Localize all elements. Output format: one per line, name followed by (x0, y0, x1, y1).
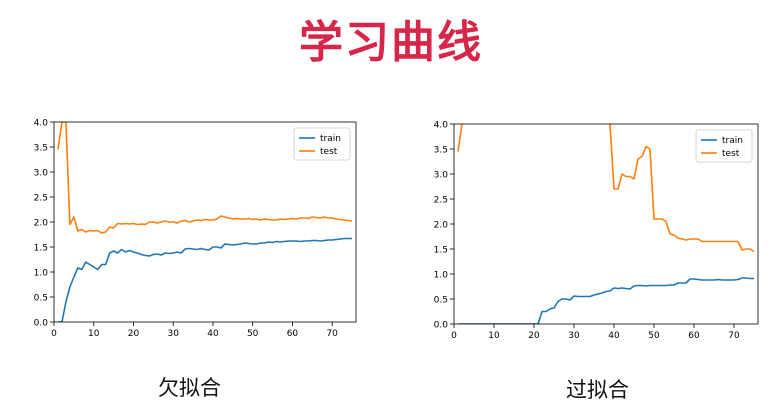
x-tick-label: 10 (88, 329, 100, 339)
y-tick-label: 0.0 (34, 319, 49, 329)
y-tick-label: 2.5 (34, 194, 48, 204)
underfit-chart: 0.0 0.5 1.0 1.5 2.0 2.5 3.0 3.5 4.0 0 10 20 30 40 50 60… (34, 119, 357, 339)
y-tick-label: 1.0 (434, 271, 449, 281)
x-tick-label: 50 (247, 329, 259, 339)
y-tick-label: 3.5 (34, 144, 48, 154)
legend-label-test: test (722, 149, 740, 159)
x-tick-label: 20 (128, 329, 140, 339)
legend-label-train: train (320, 134, 341, 144)
series-line-test (457, 124, 755, 253)
y-tick-label: 3.0 (34, 169, 49, 179)
x-tick-label: 50 (648, 331, 660, 341)
x-tick-label: 0 (451, 331, 457, 341)
y-tick-label: 2.5 (434, 196, 448, 206)
y-tick-label: 4.0 (434, 121, 449, 131)
series-line-test (57, 122, 353, 234)
y-tick-label: 1.5 (34, 244, 48, 254)
overfit-caption: 过拟合 (566, 378, 629, 402)
x-tick-label: 40 (207, 329, 219, 339)
overfit-chart: 0.0 0.5 1.0 1.5 2.0 2.5 3.0 3.5 4.0 0 10 20 30 40 50 60… (434, 121, 759, 341)
x-tick-label: 60 (287, 329, 299, 339)
underfit-caption: 欠拟合 (158, 376, 221, 400)
series-line-train (57, 237, 353, 322)
y-tick-label: 0.0 (434, 321, 449, 331)
y-tick-label: 0.5 (34, 294, 48, 304)
legend-label-test: test (320, 147, 338, 157)
legend: train test (695, 129, 753, 163)
x-tick-label: 30 (167, 329, 179, 339)
y-tick-label: 3.5 (434, 146, 448, 156)
series-line-train (458, 277, 754, 324)
x-tick-label: 70 (326, 329, 338, 339)
y-tick-label: 1.0 (34, 269, 49, 279)
y-tick-label: 2.0 (434, 221, 449, 231)
y-tick-label: 1.5 (434, 246, 448, 256)
legend-label-train: train (722, 136, 743, 146)
y-tick-label: 0.5 (434, 296, 448, 306)
x-tick-label: 10 (488, 331, 500, 341)
x-tick-label: 30 (568, 331, 580, 341)
x-tick-label: 0 (51, 329, 57, 339)
x-tick-label: 20 (528, 331, 540, 341)
y-tick-label: 2.0 (34, 219, 49, 229)
x-tick-label: 40 (608, 331, 620, 341)
x-tick-label: 70 (728, 331, 740, 341)
x-tick-label: 60 (688, 331, 700, 341)
legend: train test (293, 127, 351, 161)
y-tick-label: 4.0 (34, 119, 49, 129)
page-title: 学习曲线 (299, 17, 483, 68)
y-tick-label: 3.0 (434, 171, 449, 181)
